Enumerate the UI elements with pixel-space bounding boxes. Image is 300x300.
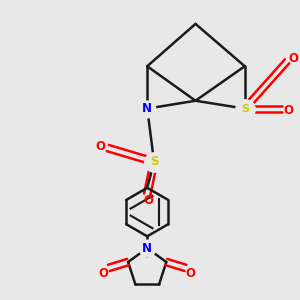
Text: S: S (241, 103, 249, 114)
Text: N: N (142, 242, 152, 255)
Text: O: O (284, 103, 294, 117)
Text: O: O (289, 52, 298, 65)
Text: N: N (142, 102, 152, 115)
Text: O: O (99, 267, 109, 280)
Text: O: O (144, 194, 154, 207)
Text: S: S (150, 155, 158, 168)
Text: O: O (95, 140, 105, 153)
Text: O: O (186, 267, 196, 280)
